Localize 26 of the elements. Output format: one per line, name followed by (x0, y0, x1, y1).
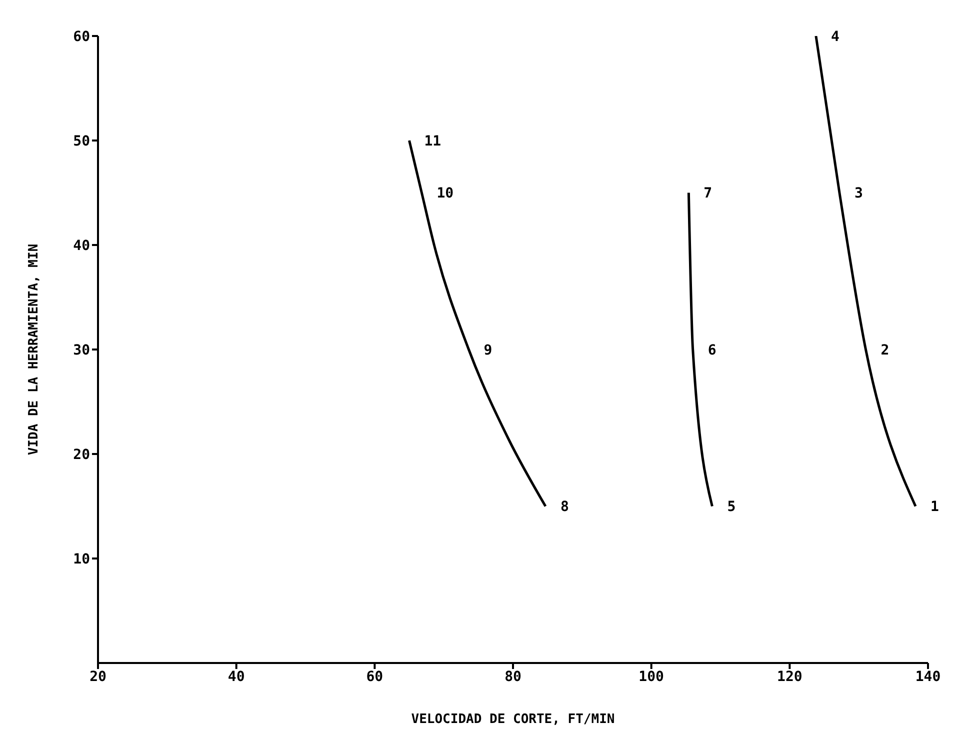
annotation: 5 (727, 499, 736, 516)
annotation: 7 (704, 186, 712, 202)
x-tick-label: 20 (90, 668, 106, 685)
x-axis-title: VELOCIDAD DE CORTE, FT/MIN (411, 712, 615, 727)
x-tick-label: 80 (504, 668, 522, 685)
x-tick-label: 40 (228, 668, 245, 685)
annotation: 3 (854, 186, 863, 202)
annotation: 1 (930, 499, 939, 516)
annotation: 9 (484, 342, 492, 358)
y-axis-title: VIDA DE LA HERRAMIENTA, MIN (26, 244, 42, 456)
x-tick-label: 140 (915, 668, 941, 685)
y-tick-label: 50 (73, 133, 90, 150)
y-tick-label: 20 (73, 446, 90, 463)
y-tick-label: 60 (73, 28, 90, 45)
annotation: 8 (560, 499, 569, 516)
annotation: 6 (708, 342, 716, 358)
annotation: 10 (436, 186, 454, 202)
annotation: 11 (424, 133, 442, 150)
x-tick-label: 60 (366, 668, 384, 685)
y-tick-label: 40 (73, 238, 90, 254)
x-tick-label: 100 (638, 668, 664, 685)
y-tick-label: 10 (73, 551, 90, 568)
annotation: 4 (830, 28, 840, 45)
x-tick-label: 120 (777, 668, 802, 685)
annotation: 2 (880, 342, 890, 358)
y-tick-label: 30 (73, 342, 90, 358)
